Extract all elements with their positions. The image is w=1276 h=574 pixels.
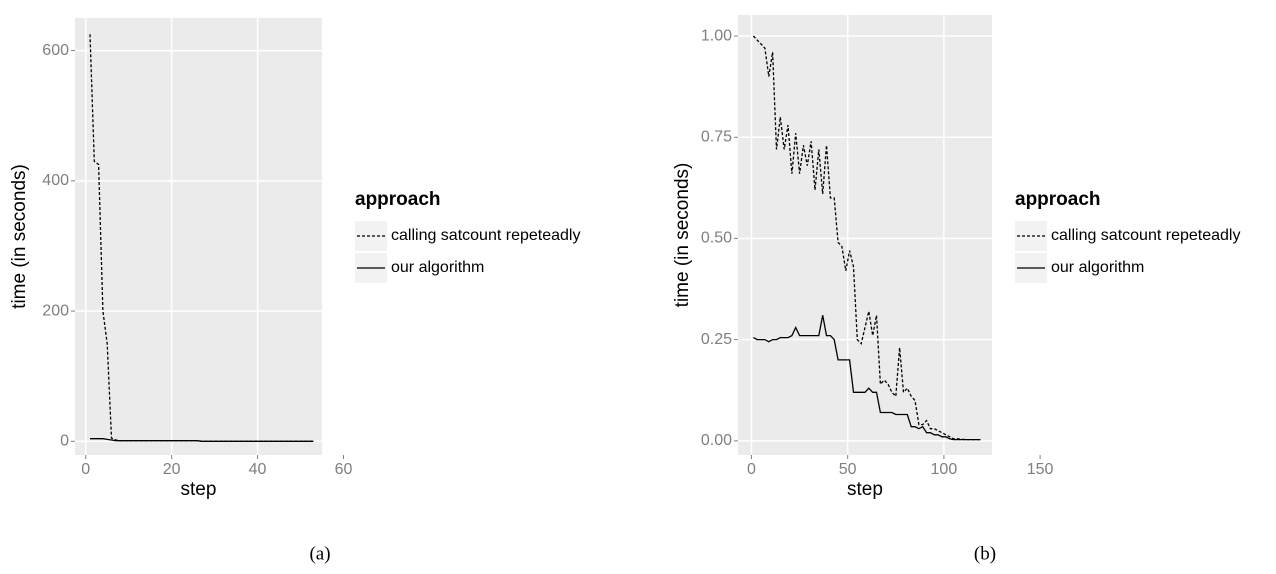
legend-title: approach: [355, 189, 441, 210]
x-tick-label: 0: [747, 461, 756, 478]
y-tick-label: 0: [60, 433, 69, 450]
legend-label: our algorithm: [391, 259, 484, 276]
series-line: [753, 315, 981, 441]
legend-label: calling satcount repeteadly: [391, 227, 580, 244]
y-tick-label: 400: [42, 172, 69, 189]
legend-label: calling satcount repeteadly: [1051, 227, 1240, 244]
legend-key: [355, 221, 387, 251]
caption: (b): [974, 543, 996, 564]
series-line: [90, 438, 314, 442]
y-tick-label: 1.00: [701, 27, 732, 44]
x-tick-label: 60: [335, 461, 353, 478]
y-tick-label: 0.25: [701, 331, 732, 348]
y-tick-label: 0.50: [701, 230, 732, 247]
plot-panel: [75, 18, 322, 455]
legend-title: approach: [1015, 189, 1101, 210]
legend-key: [1015, 221, 1047, 251]
plot-panel: [738, 15, 992, 455]
x-axis-label: step: [847, 479, 883, 500]
x-tick-label: 50: [839, 461, 857, 478]
legend-label: our algorithm: [1051, 259, 1144, 276]
y-tick-label: 600: [42, 42, 69, 59]
x-tick-label: 40: [249, 461, 267, 478]
x-tick-label: 0: [81, 461, 90, 478]
y-tick-label: 0.75: [701, 128, 732, 145]
x-axis-label: step: [181, 479, 217, 500]
x-tick-label: 100: [931, 461, 958, 478]
y-tick-label: 0.00: [701, 432, 732, 449]
x-tick-label: 150: [1027, 461, 1054, 478]
caption: (a): [309, 543, 330, 564]
y-tick-label: 200: [42, 302, 69, 319]
x-tick-label: 20: [163, 461, 181, 478]
series-line: [752, 35, 981, 441]
y-axis-label: time (in seconds): [9, 164, 30, 309]
y-axis-label: time (in seconds): [672, 163, 693, 308]
